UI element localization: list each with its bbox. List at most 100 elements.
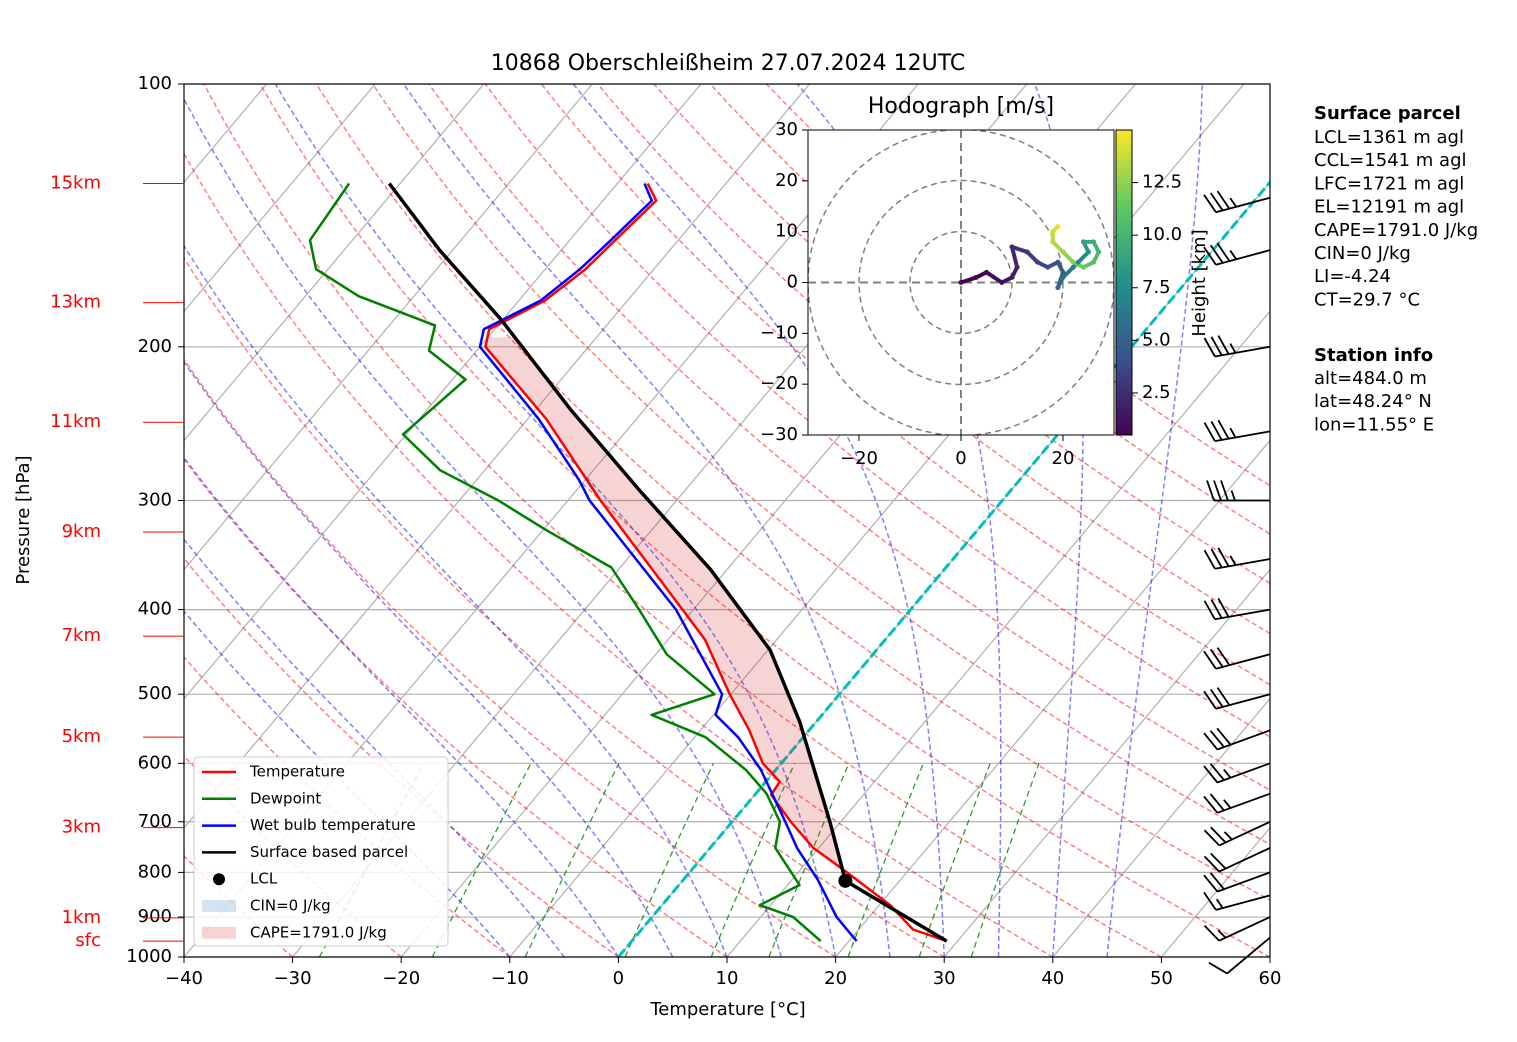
hodograph-point [1014,264,1020,270]
info-line: lon=11.55° E [1314,414,1434,435]
mixing-ratio-line [847,763,925,957]
x-tick-label: −20 [382,968,420,989]
hodograph-point [1070,264,1076,270]
wind-barb [1203,727,1271,751]
y-tick-label: 900 [138,906,172,927]
isotherm [184,84,702,700]
x-tick-label: −30 [274,968,312,989]
wind-barb [1203,891,1271,911]
dry-adiabat [484,84,1270,738]
y-axis-label: Pressure [hPa] [13,455,34,584]
dry-adiabat [315,84,1270,901]
mixing-ratio-line [970,763,1040,957]
legend-label: Surface based parcel [250,843,408,861]
y-tick-label: −10 [760,322,798,343]
y-tick-label: 200 [138,336,172,357]
colorbar-tick-label: 7.5 [1142,277,1171,298]
legend-label: LCL [250,870,278,888]
moist-adiabat [184,360,674,957]
colorbar-tick-label: 5.0 [1142,329,1171,350]
info-line: CIN=0 J/kg [1314,243,1411,264]
y-tick-label: −30 [760,424,798,445]
info-line: LFC=1721 m agl [1314,173,1464,194]
hodograph-point [1060,249,1066,255]
x-tick-label: −10 [491,968,529,989]
hodograph-point [1050,239,1056,245]
dry-adiabat [259,84,1270,957]
wind-barb [1203,647,1271,670]
dry-adiabat [184,256,945,957]
isotherm [184,84,376,313]
hodograph-point [1050,229,1056,235]
hodograph-point [1070,259,1076,265]
colorbar-tick-label: 2.5 [1142,382,1171,403]
hodograph-point [1060,274,1066,280]
wind-barb [1203,547,1271,570]
info-line: LCL=1361 m agl [1314,127,1464,148]
wind-barb [1203,871,1271,893]
hodograph-point [1024,249,1030,255]
moist-adiabat [1106,84,1203,957]
y-tick-label: 1000 [126,946,172,967]
info-line: EL=12191 m agl [1314,197,1464,218]
hodograph-point [1091,239,1097,245]
hodograph-point [984,269,989,275]
hodograph-point [1086,249,1091,255]
y-tick-label: 700 [138,811,172,832]
profile-line [484,182,948,943]
profile-line [478,183,858,942]
info-title: Station info [1314,345,1433,366]
wind-barb [1203,820,1271,847]
x-tick-label: 10 [716,968,739,989]
colorbar-tick-label: 10.0 [1142,224,1182,245]
hodograph-point [1075,259,1081,265]
info-line: CCL=1541 m agl [1314,150,1467,171]
moist-adiabat [402,84,891,957]
x-axis-label: Temperature [°C] [649,999,805,1020]
y-tick-label: 30 [775,119,798,140]
info-line: CAPE=1791.0 J/kg [1314,220,1478,241]
cape-area [485,337,855,878]
profile-line [387,182,948,943]
legend-label: Temperature [249,763,345,781]
hodograph-point [1055,259,1061,265]
wind-barb [1203,419,1271,442]
y-tick-label: 0 [787,272,798,293]
colorbar-tick-label: 12.5 [1142,172,1182,193]
hodograph-point [1060,269,1066,275]
mixing-ratio-line [524,763,620,957]
hodograph-point [1009,274,1015,280]
hodograph-title: Hodograph [m/s] [868,94,1054,119]
hodograph-point [1091,259,1097,265]
hodograph-area [808,130,1114,435]
moist-adiabat [184,97,783,957]
y-tick-label: 100 [138,73,172,94]
grid-line [943,568,1270,957]
legend-swatch [202,926,236,939]
wind-barb [1203,687,1271,710]
legend-label: Dewpoint [250,789,321,807]
grid-line [726,310,1270,957]
colorbar-label: Height [km] [1189,229,1210,336]
mixing-ratio-line [624,763,714,957]
x-tick-label: 20 [824,968,847,989]
hodograph-segment [959,275,979,285]
overlay: −40 −30 −20 −10 0 10 20 30 40 50 60100200300400500… [50,73,1478,989]
info-line: lat=48.24° N [1314,391,1432,412]
height-label: 1km [62,907,101,928]
info-line: alt=484.0 m [1314,368,1427,389]
hodograph-point [1096,249,1102,255]
wind-barb [1203,335,1271,358]
wind-barb [1208,936,1271,975]
info-line: CT=29.7 °C [1314,289,1420,310]
chart-title: 10868 Oberschleißheim 27.07.2024 12UTC [491,51,966,76]
wind-barb [1203,597,1271,621]
y-tick-label: 10 [775,221,798,242]
y-tick-label: 600 [138,752,172,773]
height-label: 7km [62,625,101,646]
height-label: 9km [62,521,101,542]
hodograph-point [1080,264,1086,270]
dry-adiabat [372,84,1270,846]
legend: Temperature Dewpoint Wet bulb temperature S… [193,756,449,947]
zero-isotherm [617,179,1270,957]
